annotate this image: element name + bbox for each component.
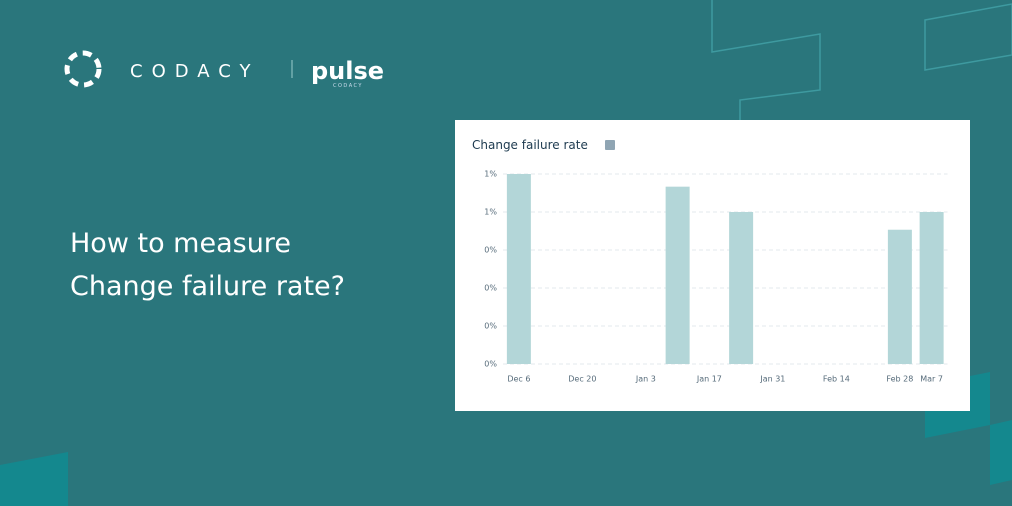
x-tick-label: Mar 7 <box>920 375 943 384</box>
x-tick-label: Jan 31 <box>759 375 785 384</box>
x-tick-label: Jan 3 <box>635 375 656 384</box>
y-tick-label: 0% <box>484 246 497 255</box>
headline: How to measure <box>70 228 291 259</box>
chart-card <box>455 120 970 411</box>
x-tick-label: Feb 28 <box>886 375 913 384</box>
bar <box>919 212 944 364</box>
bar <box>887 229 912 364</box>
bar <box>665 186 690 364</box>
y-tick-label: 0% <box>484 284 497 293</box>
x-tick-label: Jan 17 <box>696 375 722 384</box>
logo-text: CODACY <box>130 61 260 82</box>
product-name: pulse <box>311 57 384 85</box>
x-tick-label: Dec 20 <box>568 375 596 384</box>
bar <box>729 212 754 364</box>
y-tick-label: 1% <box>484 170 497 179</box>
logo-mark <box>64 50 102 88</box>
product-sub: CODACY <box>333 83 363 89</box>
x-tick-label: Feb 14 <box>823 375 850 384</box>
info-icon <box>605 140 615 150</box>
bar <box>506 174 531 364</box>
chart-title: Change failure rate <box>472 138 588 152</box>
y-tick-label: 1% <box>484 208 497 217</box>
x-tick-label: Dec 6 <box>507 375 530 384</box>
plot: 0% 0% 0% 0% 1% 1% Dec 6 Dec 20 Jan 3 Jan 17 Jan 31… <box>484 170 948 384</box>
decoration <box>711 0 1012 140</box>
y-tick-label: 0% <box>484 360 497 369</box>
y-tick-label: 0% <box>484 322 497 331</box>
headline: Change failure rate? <box>70 271 345 302</box>
